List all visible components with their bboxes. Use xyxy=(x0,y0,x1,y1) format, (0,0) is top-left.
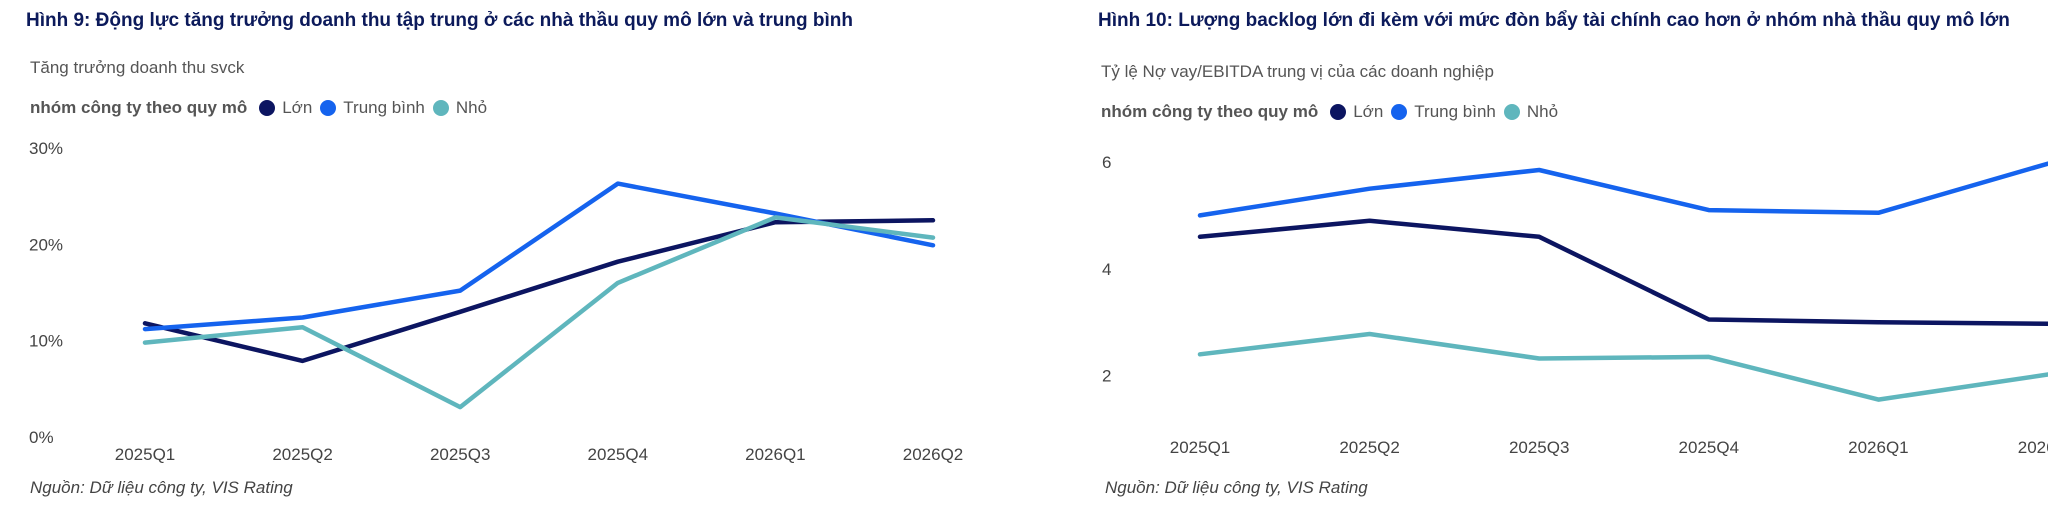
legend-item-nho: Nhỏ xyxy=(432,98,488,118)
chart-title: Hình 10: Lượng backlog lớn đi kèm với mứ… xyxy=(1098,10,2010,31)
x-tick-label: 2025Q4 xyxy=(1679,438,1740,457)
series-line-nho xyxy=(1197,331,2048,402)
legend-dot-trung-binh xyxy=(320,100,337,116)
legend-label-nho: Nhỏ xyxy=(455,98,488,117)
series-line-nho xyxy=(142,215,936,410)
chart-panel-hinh-9: Hình 9: Động lực tăng trưởng doanh thu t… xyxy=(26,10,964,497)
legend-dot-lon xyxy=(259,100,276,116)
chart-subtitle: Tỷ lệ Nợ vay/EBITDA trung vị của các doa… xyxy=(1101,62,1494,81)
x-tick-label: 2025Q1 xyxy=(115,445,176,464)
legend-label-lon: Lớn xyxy=(282,98,313,117)
series-line-lon xyxy=(1197,218,2048,327)
y-tick-label: 2 xyxy=(1102,367,1111,386)
x-tick-label: 2026Q2 xyxy=(903,445,964,464)
x-tick-label: 2025Q1 xyxy=(1170,438,1231,457)
y-tick-label: 6 xyxy=(1102,153,1111,172)
legend-label-lon: Lớn xyxy=(1353,102,1384,121)
legend-dot-trung-binh xyxy=(1391,104,1408,120)
series-line-trung-binh xyxy=(1197,161,2048,218)
y-tick-label: 30% xyxy=(29,139,63,158)
x-tick-label: 2025Q2 xyxy=(1339,438,1400,457)
x-tick-label: 2025Q4 xyxy=(588,445,649,464)
legend-dot-nho xyxy=(1503,104,1520,120)
legend-title: nhóm công ty theo quy mô xyxy=(1101,102,1319,121)
legend-label-nho: Nhỏ xyxy=(1526,102,1559,121)
chart-panel-hinh-10: Hình 10: Lượng backlog lớn đi kèm với mứ… xyxy=(1090,0,2048,507)
chart-source: Nguồn: Dữ liệu công ty, VIS Rating xyxy=(30,478,293,497)
y-tick-label: 20% xyxy=(29,235,63,254)
legend-item-trung-binh: Trung bình xyxy=(1391,102,1496,122)
series-line-trung-binh xyxy=(142,181,936,332)
chart-source: Nguồn: Dữ liệu công ty, VIS Rating xyxy=(1105,478,1368,497)
legend-dot-lon xyxy=(1330,104,1347,120)
y-tick-label: 10% xyxy=(29,332,63,351)
chart-title: Hình 9: Động lực tăng trưởng doanh thu t… xyxy=(26,10,853,31)
legend-item-lon: Lớn xyxy=(259,98,312,118)
line-chart-debt-ebitda: 2 4 6 2025Q1 2025Q2 2025Q3 2025Q4 2026Q1 2026Q2 xyxy=(1102,153,2048,457)
x-tick-label: 2026Q1 xyxy=(745,445,806,464)
x-tick-label: 2025Q2 xyxy=(272,445,333,464)
y-tick-label: 0% xyxy=(29,428,54,447)
legend-item-lon: Lớn xyxy=(1330,102,1383,122)
line-chart-revenue-growth: 0% 10% 20% 30% 2025Q1 2025Q2 2025Q3 2025Q4 2026Q… xyxy=(29,139,964,464)
chart-subtitle: Tăng trưởng doanh thu svck xyxy=(30,58,245,77)
x-tick-label: 2025Q3 xyxy=(1509,438,1570,457)
x-tick-label: 2026Q1 xyxy=(1848,438,1909,457)
legend-item-nho: Nhỏ xyxy=(1503,102,1559,122)
x-tick-label: 2025Q3 xyxy=(430,445,491,464)
legend-dot-nho xyxy=(432,100,449,116)
chart-legend: nhóm công ty theo quy mô Lớn Trung bình … xyxy=(1101,102,1566,122)
y-tick-label: 4 xyxy=(1102,260,1111,279)
legend-item-trung-binh: Trung bình xyxy=(320,98,425,118)
legend-label-trung-binh: Trung bình xyxy=(343,98,425,117)
chart-legend: nhóm công ty theo quy mô Lớn Trung bình … xyxy=(30,98,495,118)
x-tick-label: 2026Q2 xyxy=(2018,438,2048,457)
series-line-lon xyxy=(142,218,936,364)
legend-label-trung-binh: Trung bình xyxy=(1414,102,1496,121)
legend-title: nhóm công ty theo quy mô xyxy=(30,98,248,117)
